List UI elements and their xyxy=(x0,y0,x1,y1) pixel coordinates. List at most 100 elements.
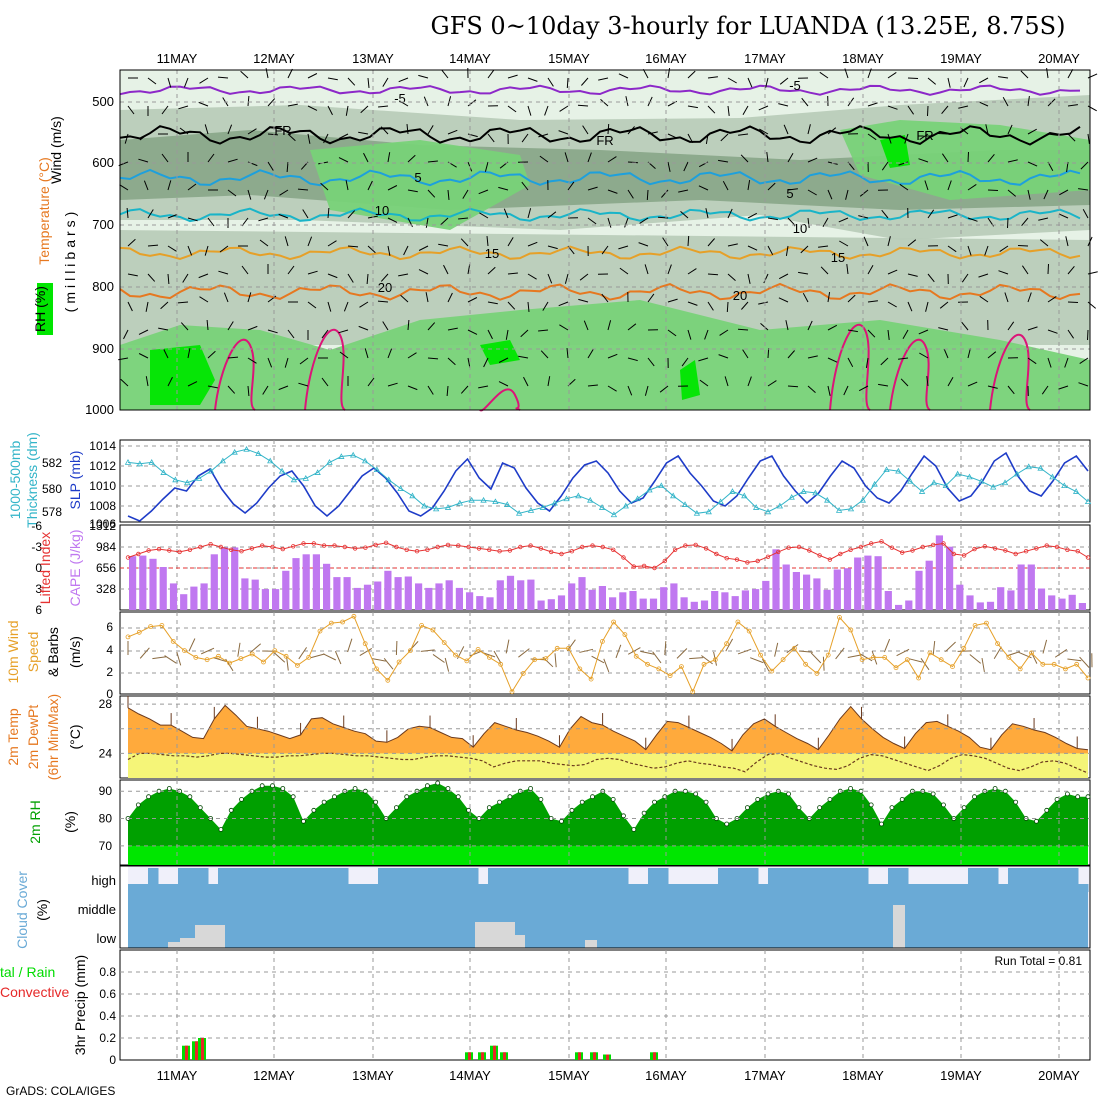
thickness-point xyxy=(361,457,369,464)
upper-wind-barb xyxy=(818,245,829,248)
upper-wind-barb xyxy=(559,105,569,112)
upper-wind-barb xyxy=(924,180,929,191)
slp-tick: 1012 xyxy=(89,459,116,473)
rh-point xyxy=(290,794,296,800)
thickness-point xyxy=(373,466,381,473)
upper-wind-barb xyxy=(338,157,349,163)
wind-barb xyxy=(835,647,845,660)
upper-wind-barb xyxy=(167,77,172,88)
upper-wind-barb xyxy=(382,321,389,331)
pressure-tick-label: 900 xyxy=(92,341,114,356)
wind-speed-point xyxy=(520,671,526,676)
upper-wind-barb xyxy=(387,348,393,359)
chart-title: GFS 0~10day 3-hourly for LUANDA (13.25E,… xyxy=(431,12,1066,40)
upper-wind-barb xyxy=(559,324,569,331)
upper-wind-barb xyxy=(680,211,689,219)
upper-wind-barb xyxy=(160,301,169,310)
high-cloud-bar xyxy=(828,868,839,892)
rh-point xyxy=(569,807,575,813)
upper-wind-barb xyxy=(407,189,418,193)
upper-wind-barb xyxy=(787,385,799,388)
wind-barb xyxy=(676,648,688,659)
wind-speed-point xyxy=(340,619,346,625)
thickness-point xyxy=(598,504,606,510)
lifted-index-point xyxy=(796,544,802,550)
wind-barb xyxy=(761,658,770,672)
upper-wind-barb xyxy=(366,273,369,285)
temp-label-1: 2m Temp xyxy=(5,708,21,766)
high-cloud-bar xyxy=(998,884,1009,892)
wind-barb xyxy=(859,653,873,662)
upper-wind-barb xyxy=(927,77,937,85)
cape-bar xyxy=(547,599,555,610)
lifted-index-point xyxy=(848,547,853,552)
low-cloud-gap xyxy=(893,905,905,948)
thickness-point xyxy=(290,476,298,483)
upper-wind-barb xyxy=(1067,69,1074,79)
upper-wind-barb xyxy=(447,129,458,135)
cape-bar xyxy=(557,595,566,610)
upper-wind-barb xyxy=(647,357,655,367)
upper-wind-barb xyxy=(364,348,369,359)
rh-label-2: (%) xyxy=(62,811,78,833)
upper-wind-barb xyxy=(881,209,889,219)
lifted-index-point xyxy=(1034,546,1039,551)
wind-barb xyxy=(395,640,398,655)
wind-speed-point xyxy=(227,660,233,666)
upper-wind-barb xyxy=(726,301,729,313)
cape-bar xyxy=(251,579,259,610)
slp-grid xyxy=(120,440,1090,522)
cape-bar xyxy=(312,554,320,610)
upper-wind-barb xyxy=(624,217,629,228)
upper-wind-barb xyxy=(704,329,709,340)
rh-low-band xyxy=(128,845,1088,865)
upper-wind-barb xyxy=(177,301,189,304)
wind10m-barbs xyxy=(127,638,1093,673)
upper-wind-barb xyxy=(387,217,398,223)
thickness-point xyxy=(705,508,712,515)
top-date-label: 19MAY xyxy=(940,51,982,66)
upper-wind-barb xyxy=(587,217,597,225)
isotherm-minus5 xyxy=(119,84,1081,96)
contour-label: FR xyxy=(274,123,291,138)
upper-wind-barb xyxy=(947,180,952,191)
thickness-point xyxy=(409,492,416,499)
wind-speed-point xyxy=(509,689,515,695)
wind-barb xyxy=(701,655,713,665)
upper-wind-barb xyxy=(807,355,818,359)
upper-wind-barb xyxy=(307,270,318,275)
isotherm-25 xyxy=(304,328,346,411)
wind-barb xyxy=(908,658,923,663)
rh2m-panel: 90 80 70 2m RH (%) xyxy=(27,779,1091,866)
upper-wind-barb xyxy=(347,245,359,248)
upper-wind-barb xyxy=(360,105,369,114)
cape-bar xyxy=(1037,588,1046,610)
thickness-point xyxy=(148,459,155,465)
wind-speed-point xyxy=(769,668,775,674)
wind-barb xyxy=(1054,648,1068,658)
upper-wind-barb xyxy=(120,378,129,387)
upper-wind-barb xyxy=(600,99,609,107)
high-cloud-bar xyxy=(748,868,759,892)
high-cloud-bar xyxy=(378,868,389,892)
upper-wind-barb xyxy=(1027,357,1037,365)
wind-barb xyxy=(627,647,641,655)
thickness-point xyxy=(907,477,914,484)
cape-bar xyxy=(966,595,974,610)
upper-wind-barb xyxy=(498,357,509,363)
upper-wind-barb xyxy=(407,154,416,163)
lifted-index-point xyxy=(549,549,554,555)
rh-tick: 70 xyxy=(99,839,113,853)
lifted-index-point xyxy=(167,548,172,553)
rh-point xyxy=(961,805,967,810)
thickness-point xyxy=(444,504,452,510)
wind-barb xyxy=(347,638,353,653)
lifted-index-point xyxy=(858,544,864,550)
upper-wind-barb xyxy=(441,69,449,79)
wind-barb xyxy=(896,648,910,657)
upper-wind-barb xyxy=(327,207,330,219)
upper-wind-barb xyxy=(138,158,149,163)
high-cloud-bar xyxy=(198,868,209,892)
cape-bar xyxy=(537,600,545,610)
contour-label: FR xyxy=(596,133,613,148)
